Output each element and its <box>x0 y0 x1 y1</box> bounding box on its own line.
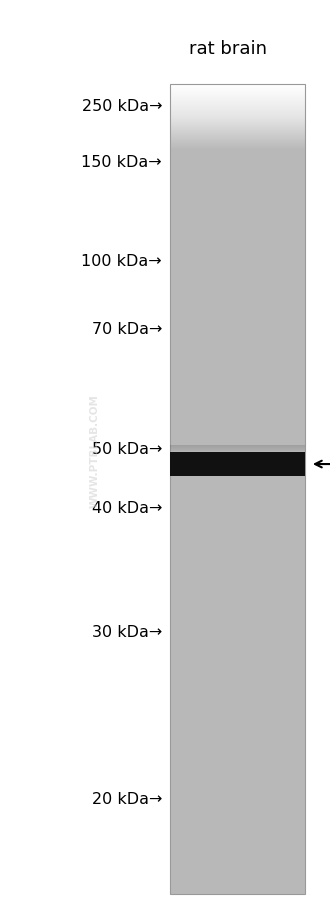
Text: 40 kDa→: 40 kDa→ <box>92 501 162 515</box>
Text: 50 kDa→: 50 kDa→ <box>92 442 162 456</box>
Text: WWW.PTBLAB.COM: WWW.PTBLAB.COM <box>90 394 100 508</box>
Text: 70 kDa→: 70 kDa→ <box>92 322 162 336</box>
Text: 150 kDa→: 150 kDa→ <box>82 155 162 170</box>
Text: 250 kDa→: 250 kDa→ <box>82 99 162 114</box>
Text: 20 kDa→: 20 kDa→ <box>92 791 162 805</box>
Text: 30 kDa→: 30 kDa→ <box>92 624 162 639</box>
Text: rat brain: rat brain <box>189 40 267 58</box>
Text: 100 kDa→: 100 kDa→ <box>82 254 162 269</box>
Bar <box>170 85 305 894</box>
Bar <box>170 453 305 476</box>
